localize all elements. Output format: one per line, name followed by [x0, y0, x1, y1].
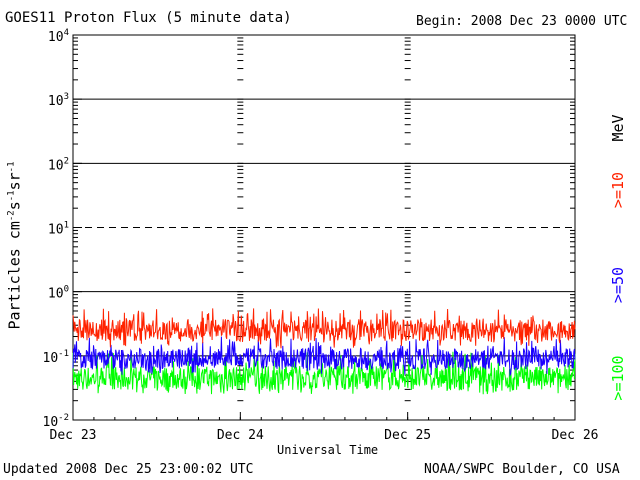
legend-title: MeV [609, 114, 627, 141]
y-tick-label: 103 [48, 92, 69, 109]
series-line [72, 336, 576, 377]
legend-item-50mev: >=50 [609, 267, 627, 303]
credit-text: NOAA/SWPC Boulder, CO USA [424, 462, 620, 477]
x-tick-label: Dec 23 [50, 428, 97, 443]
x-tick-label: Dec 24 [217, 428, 264, 443]
legend-item-100mev: >=100 [609, 355, 627, 400]
y-tick-label: 100 [48, 285, 69, 302]
y-axis-label: Particles cm-2s-1sr-1 [5, 161, 24, 330]
x-axis-label: Universal Time [277, 443, 379, 457]
y-tick-label: 102 [48, 156, 69, 173]
y-tick-label: 101 [48, 221, 69, 238]
x-tick-label: Dec 26 [552, 428, 599, 443]
begin-time: Begin: 2008 Dec 23 0000 UTC [416, 14, 628, 29]
series-line [72, 351, 576, 395]
chart-title: GOES11 Proton Flux (5 minute data) [5, 10, 292, 26]
updated-timestamp: Updated 2008 Dec 25 23:00:02 UTC [3, 462, 254, 477]
x-tick-label: Dec 25 [384, 428, 431, 443]
legend-item-10mev: >=10 [609, 172, 627, 208]
y-tick-label: 104 [48, 28, 69, 45]
y-tick-label: 10-2 [43, 413, 70, 430]
y-tick-label: 10-1 [43, 349, 70, 366]
series-line [72, 308, 576, 349]
